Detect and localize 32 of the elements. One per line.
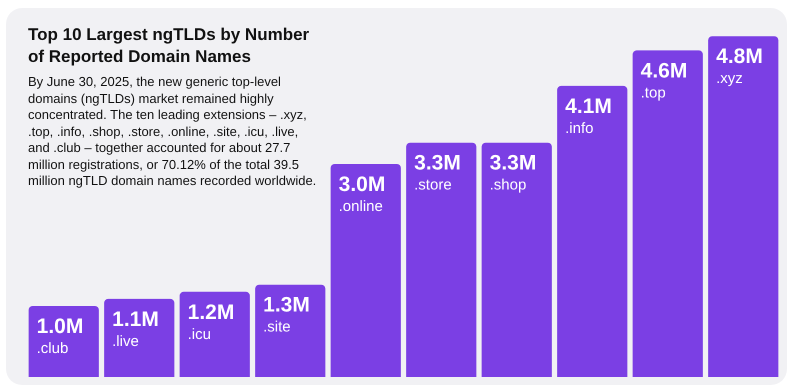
data-label: 3.0M [338,173,386,196]
data-label: 4.6M [640,59,688,82]
bar [104,298,174,377]
bar [406,142,476,377]
x-tick-label: .store [414,176,452,194]
data-label: 1.0M [36,315,84,338]
x-tick-label: .online [338,198,383,215]
x-tick-label: .live [112,332,139,350]
bar [255,284,326,377]
data-label: 3.3M [490,152,536,175]
bar [28,306,99,377]
bar [557,86,628,377]
chart-title: Top 10 Largest ngTLDs by Number of Reported Domain Names [28,24,310,68]
bar [482,142,552,377]
x-tick-label: .site [263,318,291,336]
data-label: 4.1M [565,94,612,118]
x-tick-label: .info [565,120,594,137]
data-label: 1.3M [263,294,310,317]
x-tick-label: .shop [490,176,526,194]
x-tick-label: .icu [188,326,211,343]
bar [708,36,778,377]
data-label: 1.2M [188,300,234,324]
data-label: 3.3M [414,152,461,175]
data-label: 1.1M [112,308,159,331]
x-tick-label: .club [36,340,68,357]
bar [180,292,250,377]
bar [632,50,703,377]
annotation: By June 30, 2025, the new generic top-level domains (ngTLDs) market remained highly concentrated. The ten leading extensions – .xyz, .top, .info, .shop, .store, .online, .site, .icu, .live, and .club – together accounted for about 27.7 million registrations, or 70.12% of the total 39.5 million ngTLD domain names recorded worldwide. [28,74,318,190]
data-label: 4.8M [716,45,763,68]
x-tick-label: .xyz [716,70,743,88]
bar [330,164,401,377]
x-tick-label: .top [640,84,666,102]
